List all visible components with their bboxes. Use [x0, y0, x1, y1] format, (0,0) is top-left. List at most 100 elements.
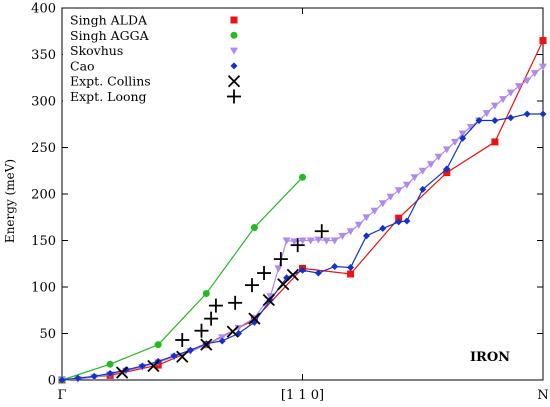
data-point-cao: [299, 266, 306, 274]
data-point-cao: [491, 117, 499, 125]
legend-marker: [227, 75, 241, 88]
data-point-cao: [507, 114, 515, 122]
data-point-skovhus: [490, 102, 499, 110]
data-point-expt-collins: [277, 278, 290, 291]
data-point-skovhus: [523, 77, 532, 85]
y-tick-label: 300: [31, 95, 56, 110]
data-point-skovhus: [426, 161, 435, 169]
data-point-singh-alda: [491, 138, 499, 146]
legend-label: Skovhus: [70, 43, 123, 58]
x-stroke: [200, 338, 213, 351]
data-point-expt-collins: [286, 268, 300, 282]
data-point-singh-alda: [347, 270, 355, 278]
data-point-skovhus: [378, 200, 387, 208]
data-point-cao: [138, 362, 146, 370]
data-point-skovhus: [346, 228, 355, 236]
legend-marker: [230, 62, 238, 70]
series-line-cao: [61, 113, 543, 381]
data-point-singh-agga: [202, 290, 210, 298]
data-point-skovhus: [298, 237, 307, 245]
data-point-expt-loong: [257, 266, 272, 281]
x-stroke: [286, 268, 300, 282]
data-point-cao: [443, 165, 451, 173]
data-point-expt-loong: [208, 298, 223, 313]
data-point-expt-loong: [204, 311, 219, 326]
data-point-cao: [218, 337, 226, 345]
data-point-skovhus: [274, 265, 283, 273]
data-point-cao: [523, 110, 531, 118]
annotation-iron: IRON: [470, 350, 510, 365]
data-layer: [58, 37, 547, 384]
legend-label: Singh AGGA: [70, 28, 150, 43]
x-stroke: [227, 75, 241, 88]
data-point-expt-collins: [262, 293, 275, 307]
data-point-singh-agga: [154, 341, 162, 349]
data-point-skovhus: [506, 89, 515, 97]
data-point-cao: [186, 346, 194, 354]
data-point-cao: [395, 218, 403, 226]
x-stroke: [262, 293, 275, 307]
y-tick-label: 200: [31, 188, 56, 203]
data-point-skovhus: [530, 70, 539, 78]
axes: 0 50 100 150 200 250 300 350 400 Γ [1 1 0] N: [31, 2, 549, 404]
data-point-cao: [266, 296, 274, 304]
data-point-expt-loong: [244, 278, 259, 293]
data-point-skovhus: [386, 193, 395, 201]
data-point-skovhus: [442, 146, 451, 154]
legend-label: Singh ALDA: [70, 13, 148, 28]
data-point-skovhus: [410, 174, 419, 182]
data-point-expt-collins: [200, 338, 213, 351]
data-point-singh-alda: [395, 214, 403, 222]
legend-background: [63, 9, 250, 105]
series-singh-agga: [58, 173, 306, 384]
data-point-expt-loong: [175, 333, 190, 348]
data-point-cao: [419, 185, 427, 193]
data-point-skovhus: [322, 237, 331, 245]
data-point-skovhus: [370, 207, 379, 215]
series-cao: [58, 110, 547, 384]
data-point-expt-loong: [290, 238, 305, 253]
data-point-cao: [170, 352, 178, 360]
data-point-skovhus: [458, 130, 467, 138]
data-point-cao: [58, 376, 66, 384]
legend-label: Expt. Loong: [70, 89, 147, 104]
data-point-expt-collins: [176, 350, 189, 363]
data-point-cao: [539, 110, 547, 118]
data-point-expt-collins: [226, 325, 239, 338]
data-point-expt-collins: [248, 312, 261, 325]
data-point-skovhus: [499, 96, 508, 104]
y-tick-label: 50: [39, 327, 56, 342]
data-point-cao: [314, 269, 322, 277]
legend-label: Cao: [70, 58, 95, 73]
data-point-skovhus: [514, 83, 523, 91]
data-point-skovhus: [314, 236, 323, 244]
data-point-skovhus: [450, 138, 459, 146]
data-point-cao: [74, 374, 82, 382]
data-point-cao: [347, 263, 355, 271]
data-point-skovhus: [434, 153, 443, 161]
data-point-expt-loong: [228, 295, 243, 310]
data-point-expt-loong: [314, 224, 329, 239]
data-point-cao: [403, 217, 411, 225]
x-stroke: [277, 278, 290, 291]
data-point-expt-loong: [273, 252, 288, 267]
data-point-singh-alda: [539, 37, 547, 45]
legend-marker: [230, 47, 238, 55]
data-point-skovhus: [338, 232, 347, 240]
data-point-expt-collins: [147, 359, 160, 373]
data-point-cao: [90, 372, 98, 380]
series-line-skovhus: [61, 66, 544, 381]
data-point-skovhus: [394, 187, 403, 195]
y-tick-label: 150: [31, 234, 56, 249]
data-point-skovhus: [282, 237, 291, 245]
data-point-skovhus: [354, 221, 363, 229]
x-stroke: [226, 325, 239, 338]
data-point-skovhus: [402, 181, 411, 189]
data-point-cao: [106, 369, 114, 377]
legend-marker: [230, 16, 238, 24]
x-stroke: [248, 312, 261, 325]
series-expt-collins: [115, 268, 300, 379]
x-tick-label: N: [537, 388, 548, 403]
x-tick-label: [1 1 0]: [281, 388, 324, 403]
